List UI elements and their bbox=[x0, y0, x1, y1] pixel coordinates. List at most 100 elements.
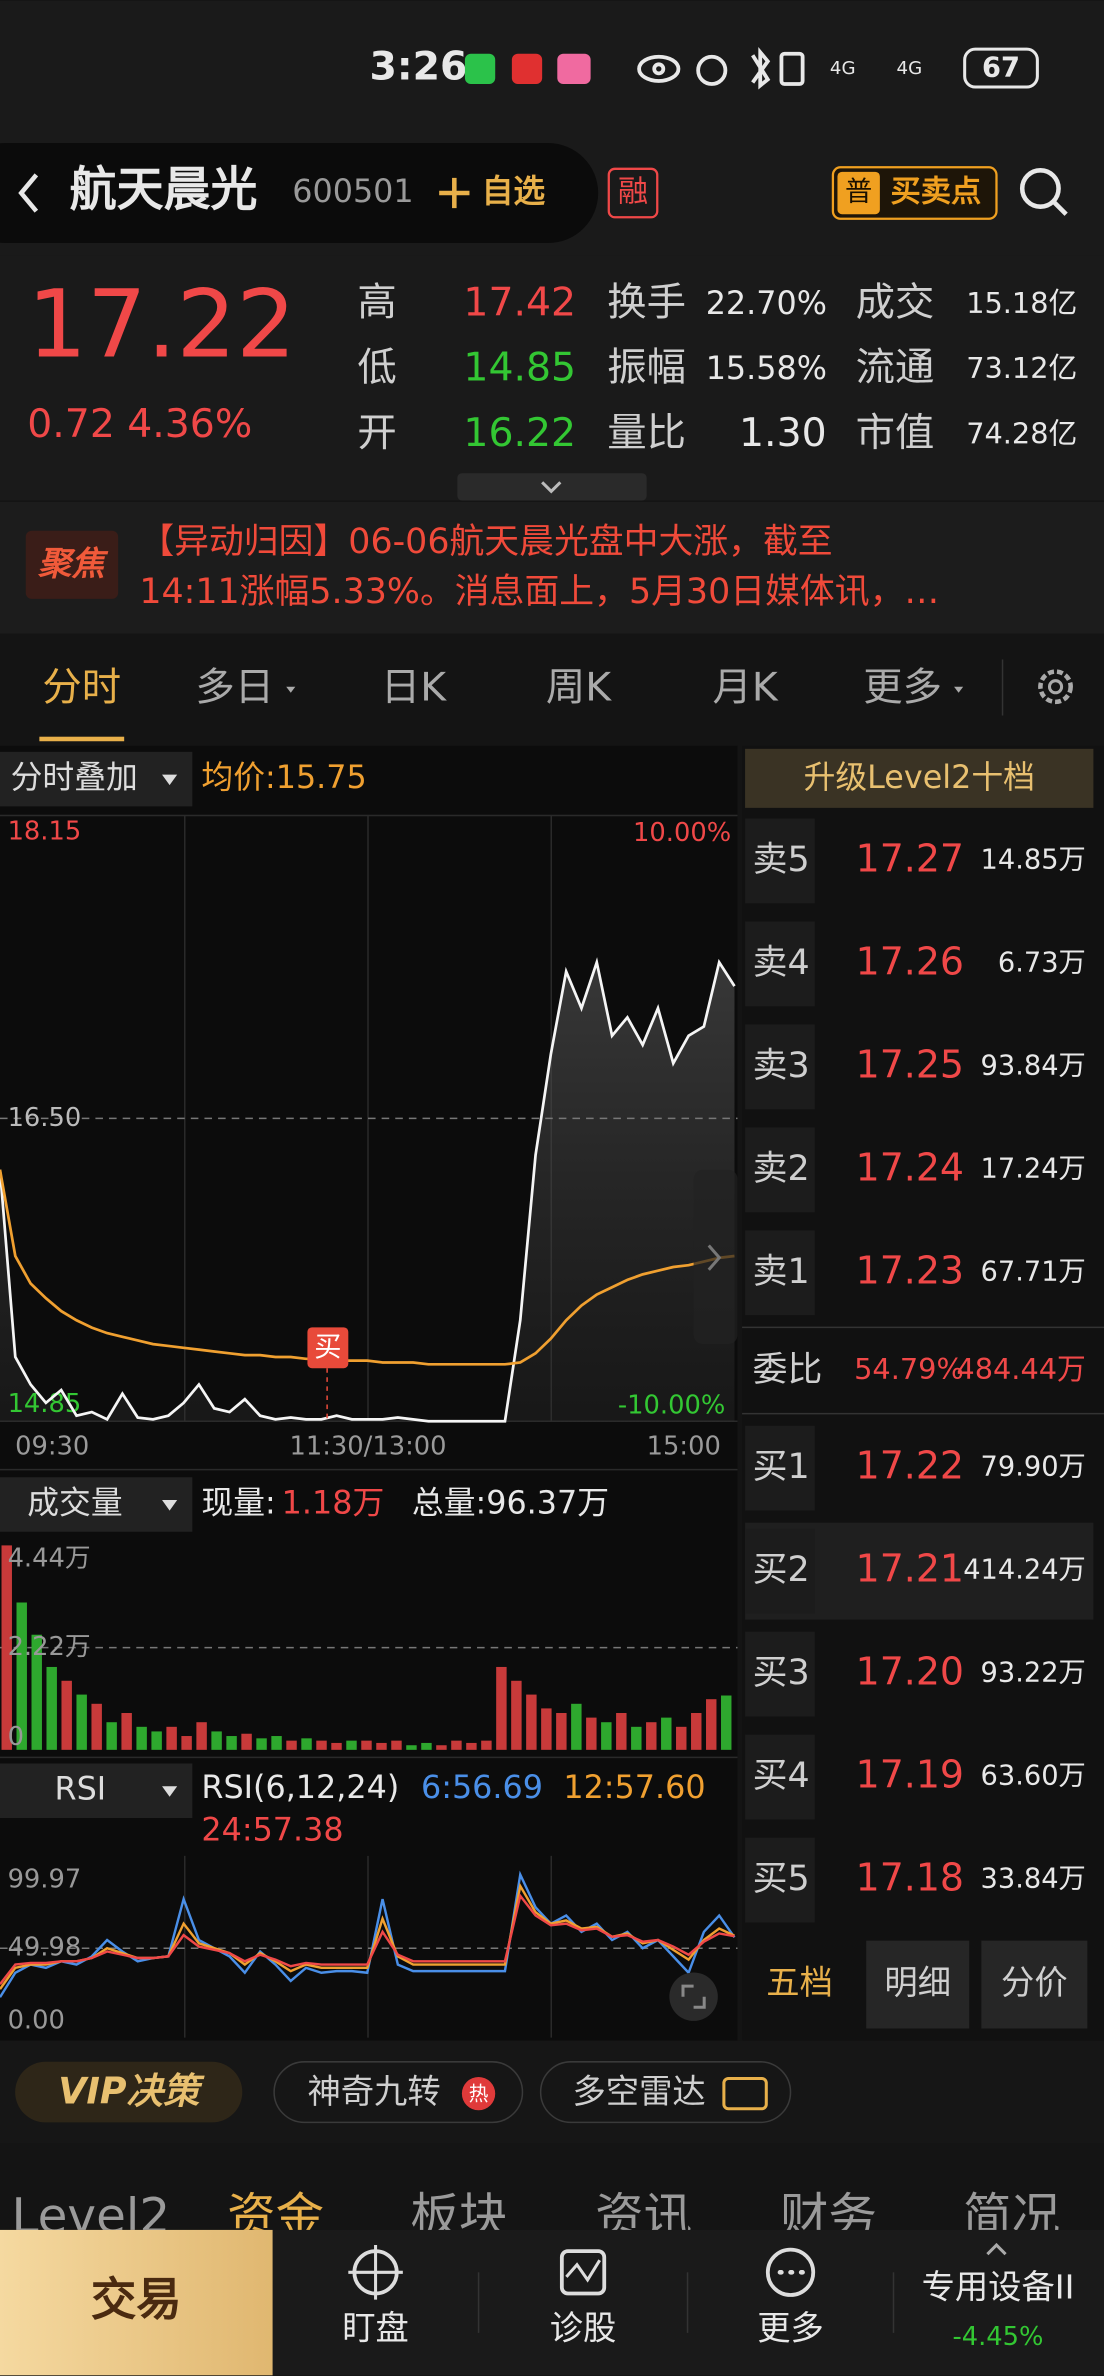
y-tick-label: 0.00 bbox=[8, 2005, 65, 2035]
rsi-line bbox=[0, 1893, 735, 1985]
book-level: 买5 bbox=[753, 1859, 810, 1899]
book-volume: 67.71万 bbox=[981, 1256, 1086, 1287]
period-tab[interactable]: 周K bbox=[546, 664, 612, 710]
ratio-volume: 484.44万 bbox=[956, 1352, 1085, 1386]
tool-button[interactable] bbox=[539, 2061, 792, 2124]
volume-bar bbox=[676, 1726, 687, 1750]
stat-label: 流通 bbox=[856, 345, 935, 391]
volume-bar bbox=[616, 1713, 627, 1750]
hot-badge bbox=[461, 2076, 496, 2111]
time-label: 11:30/13:00 bbox=[290, 1431, 447, 1461]
stat-value: 14.85 bbox=[463, 345, 576, 391]
period-tab[interactable]: 日K bbox=[381, 664, 447, 710]
volume-bar bbox=[136, 1726, 147, 1750]
stat-value: 17.42 bbox=[463, 280, 576, 326]
side-expand[interactable] bbox=[693, 1169, 738, 1344]
fullscreen-button[interactable] bbox=[669, 1972, 718, 2021]
volume-bar bbox=[31, 1634, 42, 1750]
volume-bar bbox=[211, 1731, 222, 1750]
stat-value: 73.12亿 bbox=[966, 351, 1077, 385]
buy-marker[interactable] bbox=[307, 1327, 349, 1369]
watch-button[interactable]: 自选 bbox=[482, 173, 546, 210]
book-price: 17.21 bbox=[856, 1547, 964, 1591]
book-tab-label[interactable]: 五档 bbox=[766, 1963, 833, 2002]
hot-text: 热 bbox=[469, 2083, 489, 2106]
overlay-button[interactable] bbox=[0, 751, 193, 807]
period-tab[interactable]: 多日 bbox=[195, 664, 274, 710]
volume-bar bbox=[331, 1742, 342, 1750]
book-volume: 6.73万 bbox=[998, 947, 1086, 978]
current-volume-label: 现量: bbox=[201, 1485, 275, 1522]
side-expand-chevron bbox=[707, 1244, 722, 1271]
nav-label[interactable]: 盯盘 bbox=[342, 2308, 409, 2347]
stock-code: 600501 bbox=[292, 173, 413, 210]
y-tick-label: 2.22万 bbox=[8, 1632, 91, 1662]
dropdown-arrow bbox=[162, 1786, 178, 1797]
period-tabs bbox=[0, 633, 1104, 746]
period-tab[interactable]: 更多 bbox=[863, 664, 942, 710]
upgrade-button[interactable] bbox=[745, 748, 1094, 808]
sector-up-arrow bbox=[986, 2242, 1007, 2256]
period-tab[interactable]: 月K bbox=[713, 664, 779, 710]
period-tab[interactable]: 分时 bbox=[42, 664, 121, 710]
volume-bar bbox=[451, 1740, 462, 1750]
book-price: 17.23 bbox=[856, 1248, 964, 1292]
search-icon[interactable] bbox=[1019, 168, 1061, 209]
book-tab-label[interactable]: 明细 bbox=[884, 1963, 951, 2002]
volume-bar bbox=[391, 1740, 402, 1750]
nav-label[interactable]: 诊股 bbox=[550, 2308, 617, 2347]
rsi-value: 12:57.60 bbox=[563, 1769, 705, 1806]
book-label-bg bbox=[745, 1631, 815, 1717]
indicator-button[interactable] bbox=[0, 1763, 193, 1818]
book-tab-label[interactable]: 分价 bbox=[1001, 1963, 1068, 2002]
quote-panel bbox=[0, 255, 1104, 501]
volume-bar bbox=[16, 1602, 27, 1750]
dropdown-arrow bbox=[954, 686, 964, 693]
trade-button[interactable] bbox=[0, 2229, 273, 2376]
stat-label: 低 bbox=[357, 345, 396, 391]
nav-label[interactable]: 更多 bbox=[757, 2308, 824, 2347]
settings-icon[interactable] bbox=[1038, 669, 1073, 705]
volume-bar bbox=[166, 1726, 177, 1750]
book-label-bg bbox=[745, 1024, 815, 1110]
book-tab[interactable] bbox=[866, 1940, 970, 2029]
news-line: 【异动归因】06-06航天晨光盘中大涨，截至 bbox=[139, 522, 832, 562]
volume-bar bbox=[496, 1666, 507, 1750]
vip-text: VIP决策 bbox=[58, 2070, 205, 2113]
book-level: 买4 bbox=[753, 1756, 810, 1796]
volume-bar bbox=[556, 1713, 567, 1750]
sector-name[interactable]: 专用设备II bbox=[922, 2267, 1075, 2306]
stock-name: 航天晨光 bbox=[70, 163, 258, 218]
back-button[interactable] bbox=[18, 173, 39, 213]
tool-button[interactable] bbox=[273, 2061, 524, 2124]
book-volume: 93.84万 bbox=[981, 1050, 1086, 1081]
volume-bar bbox=[466, 1742, 477, 1750]
search-icon-handle bbox=[1052, 200, 1068, 216]
book-tab[interactable] bbox=[981, 1940, 1088, 2029]
volume-bar bbox=[106, 1722, 117, 1750]
stat-value: 22.70% bbox=[706, 285, 827, 322]
tool-label: 神奇九转 bbox=[307, 2072, 440, 2111]
book-price: 17.27 bbox=[856, 836, 964, 880]
stat-label: 开 bbox=[357, 410, 396, 456]
news-banner[interactable] bbox=[0, 501, 1104, 634]
overlay-label: 分时叠加 bbox=[11, 759, 138, 796]
volume-bar bbox=[151, 1731, 162, 1750]
margin-text: 融 bbox=[618, 175, 648, 210]
nav-icon bbox=[565, 2259, 601, 2283]
indicator-button[interactable] bbox=[0, 1477, 193, 1532]
plus-icon[interactable] bbox=[439, 177, 470, 209]
status-bar bbox=[0, 0, 1104, 138]
volume-bar bbox=[346, 1740, 357, 1750]
volume-bar bbox=[271, 1736, 282, 1750]
y-tick-label: 0 bbox=[8, 1722, 24, 1752]
last-price: 17.22 bbox=[27, 271, 296, 380]
volume-bar bbox=[511, 1680, 522, 1750]
clock: 3:26 bbox=[370, 43, 468, 89]
stat-label: 市值 bbox=[856, 410, 935, 456]
y-tick-label: 49.98 bbox=[8, 1933, 82, 1963]
book-price: 17.26 bbox=[856, 939, 964, 983]
stat-label: 量比 bbox=[607, 410, 686, 456]
vip-button[interactable] bbox=[15, 2061, 243, 2123]
expand-handle[interactable] bbox=[457, 473, 647, 501]
